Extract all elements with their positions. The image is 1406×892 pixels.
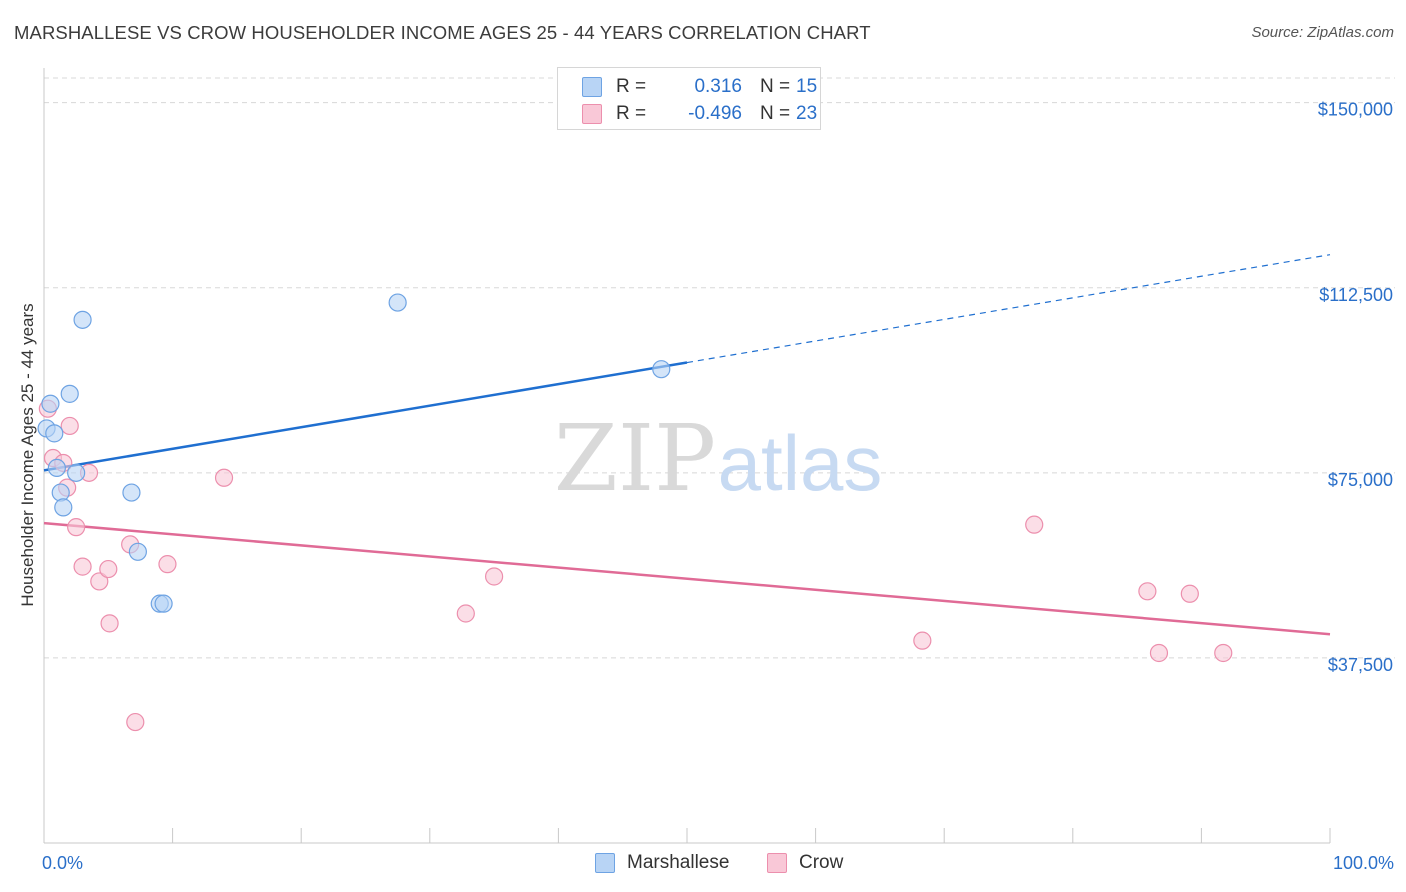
- marshallese-point: [60, 384, 79, 403]
- crow-point: [485, 567, 504, 586]
- y-tick-label: $75,000: [1328, 470, 1393, 490]
- marshallese-swatch: [582, 77, 602, 97]
- tick-labels: $37,500 $75,000 $112,500 $150,000 0.0% 100.0%: [42, 100, 1394, 873]
- marshallese-point: [122, 483, 141, 502]
- marshallese-point: [128, 542, 147, 561]
- crow-point: [1149, 643, 1169, 663]
- marshallese-point: [47, 458, 66, 478]
- marshallese-point: [73, 310, 92, 329]
- crow-n-value: 23: [796, 103, 818, 124]
- crow-point: [60, 416, 79, 436]
- watermark-atlas: atlas: [718, 419, 883, 507]
- marshallese-n-value: 15: [796, 76, 818, 97]
- crow-legend-label: Crow: [799, 852, 844, 873]
- crow-point: [67, 518, 86, 537]
- crow-point: [1138, 582, 1157, 601]
- crow-trend-line: [43, 521, 1331, 636]
- source-label[interactable]: Source: ZipAtlas.com: [1251, 24, 1394, 41]
- correlation-legend: R = 0.316 N = 15 R = -0.496 N = 23: [557, 67, 821, 130]
- x-tick-label-min: 0.0%: [42, 853, 83, 873]
- watermark-zip: ZIP: [554, 405, 716, 512]
- crow-point: [1180, 584, 1199, 603]
- marshallese-point: [54, 498, 73, 517]
- marshallese-trend-projection: [686, 254, 1331, 364]
- crow-point: [456, 604, 475, 623]
- marshallese-point: [41, 394, 60, 413]
- crow-point: [1025, 515, 1044, 534]
- trend-lines: [43, 254, 1331, 636]
- crow-legend-swatch: [767, 853, 787, 873]
- y-tick-label: $37,500: [1328, 655, 1393, 675]
- x-tick-label-max: 100.0%: [1333, 853, 1394, 873]
- crow-point: [90, 572, 109, 591]
- crow-point: [913, 631, 932, 650]
- r-label: R =: [616, 103, 647, 124]
- chart-title: MARSHALLESE VS CROW HOUSEHOLDER INCOME A…: [14, 22, 871, 43]
- n-label: N =: [760, 103, 791, 124]
- crow-point: [100, 614, 119, 633]
- marshallese-legend-swatch: [595, 853, 615, 873]
- r-label: R =: [616, 76, 647, 97]
- watermark: ZIP atlas: [554, 405, 882, 512]
- marshallese-point: [45, 424, 64, 443]
- crow-point: [1214, 643, 1233, 663]
- axes: [43, 68, 1331, 844]
- marshallese-point: [388, 293, 407, 312]
- marshallese-r-value: 0.316: [694, 76, 742, 97]
- crow-r-value: -0.496: [688, 103, 742, 124]
- crow-point: [99, 559, 118, 579]
- n-label: N =: [760, 76, 791, 97]
- crow-point: [214, 468, 234, 487]
- marshallese-trend-line: [43, 361, 688, 472]
- marshallese-point: [51, 483, 70, 502]
- data-points: [37, 293, 1233, 732]
- y-tick-label: $112,500: [1319, 285, 1393, 305]
- marshallese-point: [67, 463, 86, 482]
- y-tick-label: $150,000: [1318, 100, 1393, 120]
- marshallese-legend-label: Marshallese: [627, 852, 730, 873]
- crow-point: [126, 712, 145, 732]
- crow-swatch: [582, 104, 602, 124]
- crow-point: [158, 555, 177, 574]
- marshallese-point: [652, 360, 671, 379]
- marshallese-point: [154, 594, 173, 613]
- gridlines: [44, 77, 1395, 659]
- crow-point: [73, 557, 92, 576]
